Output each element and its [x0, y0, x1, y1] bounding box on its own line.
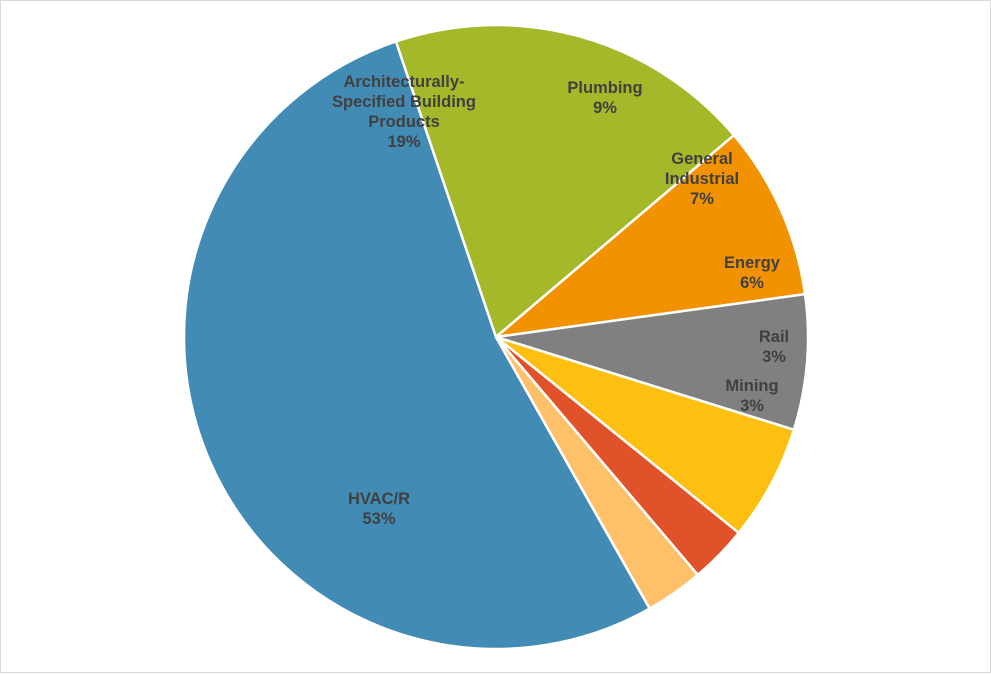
- slice-category-label: HVAC/R: [348, 490, 410, 508]
- slice-category-label: Specified Building: [332, 93, 476, 111]
- slice-percent-label: 53%: [362, 510, 395, 528]
- slice-category-label: Plumbing: [567, 79, 642, 97]
- slice-percent-label: 3%: [740, 397, 764, 415]
- pie-slice-plumbing: [494, 133, 807, 339]
- slice-label-mining: Mining 3%: [725, 377, 778, 415]
- slice-label-general-industrial: General Industrial 7%: [665, 150, 739, 208]
- slice-category-label: Architecturally-: [343, 73, 464, 91]
- slice-category-label: Products: [368, 113, 440, 131]
- pie-slice-architecturally-specified-building-products: [394, 23, 736, 339]
- slice-label-hvac-r: HVAC/R 53%: [348, 490, 410, 528]
- pie-slice-general-industrial: [494, 292, 810, 432]
- slice-label-architecturally-specified-building-products: Architecturally- Specified Building Produc…: [332, 73, 476, 151]
- slice-percent-label: 19%: [387, 133, 420, 151]
- slice-category-label: Mining: [725, 377, 778, 395]
- slice-label-energy: Energy 6%: [724, 254, 781, 292]
- pie-labels: HVAC/R 53% Architecturally- Specified Build…: [332, 73, 789, 528]
- slice-percent-label: 3%: [762, 348, 786, 366]
- slice-category-label: Rail: [759, 328, 789, 346]
- pie-slices: [182, 23, 810, 651]
- slice-category-label: General: [671, 150, 732, 168]
- pie-slice-mining: [494, 335, 700, 610]
- pie-slice-hvac-r: [182, 40, 651, 651]
- slice-percent-label: 6%: [740, 274, 764, 292]
- slice-category-label: Industrial: [665, 170, 739, 188]
- slice-category-label: Energy: [724, 254, 781, 272]
- slice-percent-label: 7%: [690, 190, 714, 208]
- slice-label-plumbing: Plumbing 9%: [567, 79, 642, 117]
- slice-percent-label: 9%: [593, 99, 617, 117]
- slice-label-rail: Rail 3%: [759, 328, 789, 366]
